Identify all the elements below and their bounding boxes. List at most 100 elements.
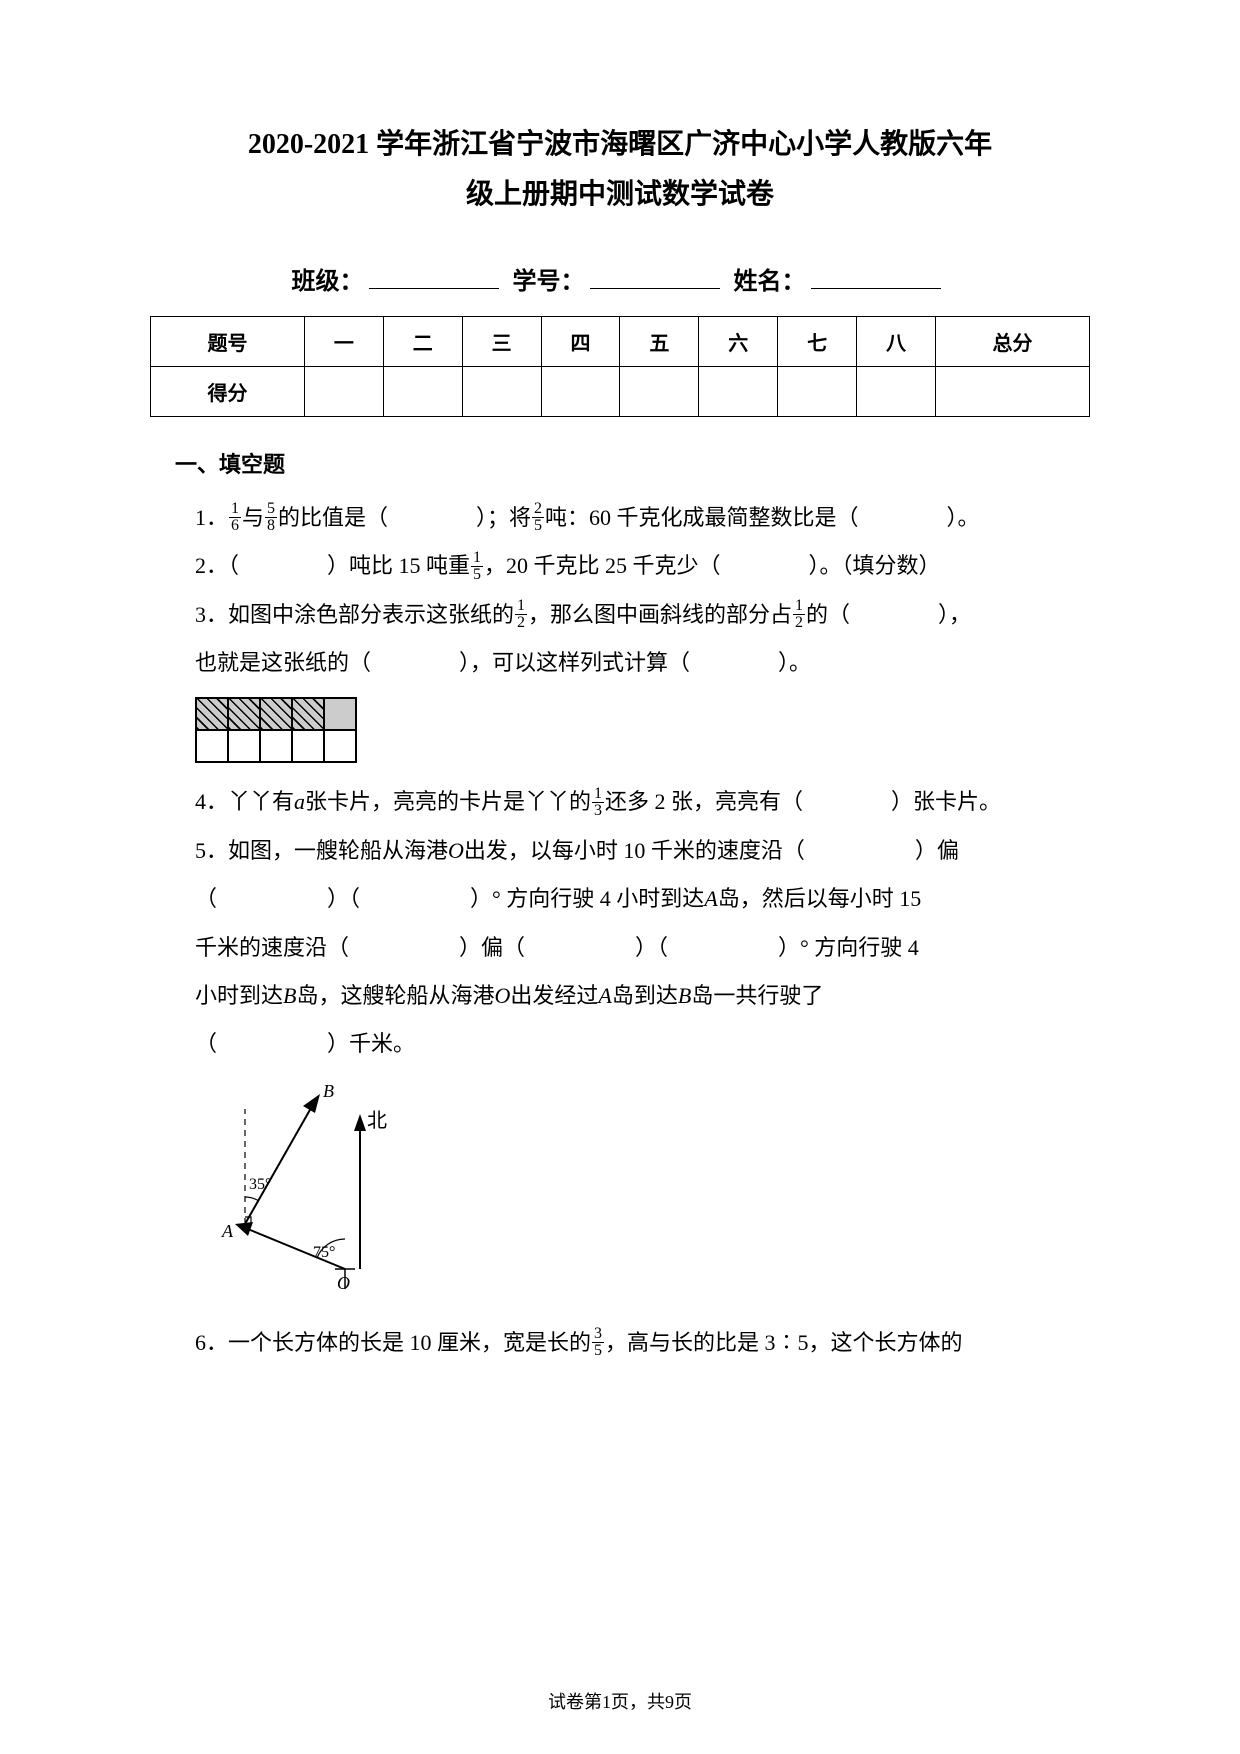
question-5-cont: （ ）（ ）° 方向行驶 4 小时到达A岛，然后以每小时 15	[195, 875, 1090, 923]
question-5-cont: （ ）千米。	[195, 1020, 1090, 1068]
q4-text: 张卡片，亮亮的卡片是丫丫的	[305, 789, 591, 814]
q3-text: 的（ ），	[806, 602, 971, 627]
id-label: 学号：	[513, 269, 585, 295]
score-col-total: 总分	[935, 316, 1089, 366]
label-O: O	[337, 1273, 350, 1293]
variable-A: A	[704, 886, 717, 911]
name-blank	[811, 288, 941, 289]
grid-cell-hatch	[196, 698, 228, 730]
q5-text: 岛，然后以每小时 15	[718, 886, 922, 911]
id-blank	[590, 288, 720, 289]
question-2: 2．（ ）吨比 15 吨重15，20 千克比 25 千克少（ ）。（填分数）	[195, 542, 1080, 590]
score-cell	[935, 366, 1089, 416]
score-row-label: 得分	[151, 366, 305, 416]
score-col-4: 四	[541, 316, 620, 366]
grid-cell-hatch	[292, 698, 324, 730]
fraction: 58	[265, 501, 277, 534]
variable-a: a	[294, 789, 305, 814]
label-north: 北	[367, 1109, 387, 1132]
nav-svg: B A O 北 35° 75°	[215, 1079, 415, 1294]
question-3-cont: 也就是这张纸的（ ），可以这样列式计算（ ）。	[195, 639, 1090, 687]
q5-text: 千米的速度沿（ ）偏（ ）（ ）° 方向行驶 4	[195, 935, 919, 960]
page-footer: 试卷第1页，共9页	[0, 1688, 1240, 1714]
q4-text: 还多 2 张，亮亮有（ ）张卡片。	[605, 789, 1001, 814]
fraction: 12	[515, 598, 527, 631]
q5-text: 出发，以每小时 10 千米的速度沿（ ）偏	[464, 838, 959, 863]
q5-text: （ ）（ ）° 方向行驶 4 小时到达	[195, 886, 704, 911]
score-table-score-row: 得分	[151, 366, 1090, 416]
score-col-1: 一	[304, 316, 383, 366]
q1-text: 的比值是（ ）；将	[278, 505, 531, 530]
grid-cell	[260, 730, 292, 762]
score-cell	[462, 366, 541, 416]
q6-text: ，高与长的比是 3∶5，这个长方体的	[605, 1330, 963, 1355]
label-A: A	[221, 1221, 234, 1241]
q2-text: ，20 千克比 25 千克少（ ）。（填分数）	[484, 553, 941, 578]
grid-cell	[292, 730, 324, 762]
title-line-2: 级上册期中测试数学试卷	[150, 170, 1090, 220]
score-cell	[857, 366, 936, 416]
class-label: 班级：	[292, 269, 364, 295]
score-cell	[383, 366, 462, 416]
q1-text: 吨：60 千克化成最简整数比是（ ）。	[545, 505, 980, 530]
score-cell	[620, 366, 699, 416]
q5-text: 岛到达	[612, 983, 678, 1008]
score-cell	[304, 366, 383, 416]
grid-cell-hatch	[228, 698, 260, 730]
question-4: 4．丫丫有a张卡片，亮亮的卡片是丫丫的13还多 2 张，亮亮有（ ）张卡片。	[195, 778, 1080, 826]
score-cell	[541, 366, 620, 416]
variable-B: B	[678, 983, 691, 1008]
grid-cell-hatch	[260, 698, 292, 730]
q5-nav-figure: B A O 北 35° 75°	[215, 1079, 1090, 1299]
question-6: 6．一个长方体的长是 10 厘米，宽是长的35，高与长的比是 3∶5，这个长方体…	[195, 1319, 1080, 1367]
variable-A: A	[598, 983, 611, 1008]
fraction: 35	[592, 1326, 604, 1359]
section-1-title: 一、填空题	[175, 447, 1090, 479]
fraction: 25	[532, 501, 544, 534]
q5-text: 出发经过	[510, 983, 598, 1008]
q5-text: 小时到达	[195, 983, 283, 1008]
question-5-cont: 小时到达B岛，这艘轮船从海港O出发经过A岛到达B岛一共行驶了	[195, 972, 1090, 1020]
variable-O: O	[448, 838, 464, 863]
q3-text: 3．如图中涂色部分表示这张纸的	[195, 602, 514, 627]
exam-title: 2020-2021 学年浙江省宁波市海曙区广济中心小学人教版六年 级上册期中测试…	[150, 120, 1090, 221]
q4-text: 4．丫丫有	[195, 789, 294, 814]
fraction: 13	[592, 786, 604, 819]
q5-text: 岛一共行驶了	[691, 983, 823, 1008]
class-blank	[369, 288, 499, 289]
q3-grid-figure	[195, 697, 1090, 763]
label-angle-75: 75°	[313, 1244, 335, 1261]
label-B: B	[323, 1081, 334, 1101]
label-angle-35: 35°	[249, 1176, 271, 1193]
variable-O: O	[494, 983, 510, 1008]
score-cell	[778, 366, 857, 416]
q6-text: 6．一个长方体的长是 10 厘米，宽是长的	[195, 1330, 591, 1355]
fraction: 16	[229, 501, 241, 534]
grid-table	[195, 697, 357, 763]
score-col-8: 八	[857, 316, 936, 366]
q2-text: 2．（ ）吨比 15 吨重	[195, 553, 470, 578]
q1-text: 1．	[195, 505, 228, 530]
score-table: 题号 一 二 三 四 五 六 七 八 总分 得分	[150, 316, 1090, 417]
score-col-3: 三	[462, 316, 541, 366]
name-label: 姓名：	[734, 269, 806, 295]
score-col-label: 题号	[151, 316, 305, 366]
variable-B: B	[283, 983, 296, 1008]
question-5: 5．如图，一艘轮船从海港O出发，以每小时 10 千米的速度沿（ ）偏	[195, 827, 1080, 875]
fraction: 15	[471, 550, 483, 583]
question-5-cont: 千米的速度沿（ ）偏（ ）（ ）° 方向行驶 4	[195, 924, 1090, 972]
question-1: 1．16与58的比值是（ ）；将25吨：60 千克化成最简整数比是（ ）。	[195, 494, 1080, 542]
grid-cell-shade	[324, 698, 356, 730]
grid-cell	[196, 730, 228, 762]
question-3: 3．如图中涂色部分表示这张纸的12，那么图中画斜线的部分占12的（ ），	[195, 591, 1080, 639]
score-cell	[699, 366, 778, 416]
score-col-2: 二	[383, 316, 462, 366]
score-col-6: 六	[699, 316, 778, 366]
score-col-7: 七	[778, 316, 857, 366]
score-col-5: 五	[620, 316, 699, 366]
title-line-1: 2020-2021 学年浙江省宁波市海曙区广济中心小学人教版六年	[150, 120, 1090, 170]
q5-text: 岛，这艘轮船从海港	[296, 983, 494, 1008]
fraction: 12	[793, 598, 805, 631]
score-table-header-row: 题号 一 二 三 四 五 六 七 八 总分	[151, 316, 1090, 366]
q5-text: 5．如图，一艘轮船从海港	[195, 838, 448, 863]
